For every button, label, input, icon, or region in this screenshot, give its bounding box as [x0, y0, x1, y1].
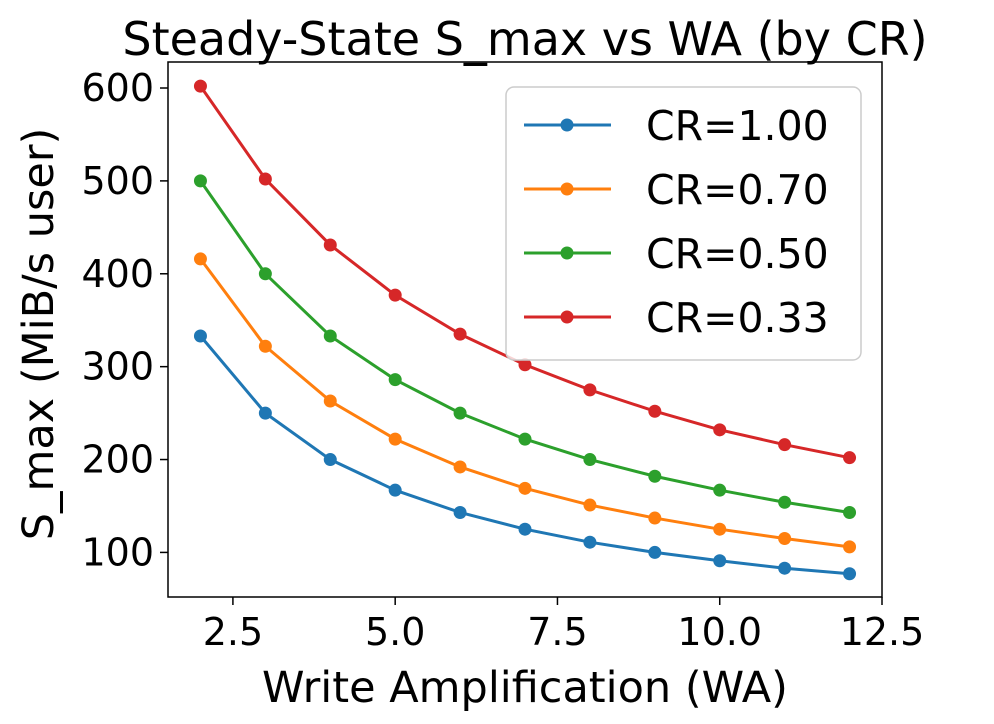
data-point: [713, 483, 727, 497]
data-point: [648, 511, 662, 525]
chart-title: Steady-State S_max vs WA (by CR): [122, 12, 927, 66]
y-tick-label: 200: [81, 438, 154, 482]
x-tick-label: 7.5: [527, 610, 587, 654]
legend-marker: [560, 246, 574, 260]
data-point: [843, 505, 857, 519]
x-axis-label: Write Amplification (WA): [262, 663, 788, 713]
data-point: [518, 358, 532, 372]
legend: CR=1.00 CR=0.70 CR=0.50 CR=0.33: [505, 86, 862, 361]
legend-marker: [560, 310, 574, 324]
legend-label: CR=0.33: [646, 294, 829, 342]
data-point: [518, 432, 532, 446]
data-point: [453, 505, 467, 519]
data-point: [193, 329, 207, 343]
legend-marker: [560, 118, 574, 132]
data-point: [583, 383, 597, 397]
data-point: [583, 498, 597, 512]
data-point: [518, 522, 532, 536]
plot-frame: [167, 61, 883, 598]
data-point: [323, 238, 337, 252]
data-point: [193, 252, 207, 266]
data-point: [323, 329, 337, 343]
data-point: [648, 545, 662, 559]
legend-marker: [560, 182, 574, 196]
data-point: [258, 339, 272, 353]
data-point: [323, 394, 337, 408]
data-point: [453, 327, 467, 341]
legend-label: CR=0.70: [646, 166, 829, 214]
data-point: [843, 540, 857, 554]
data-point: [713, 423, 727, 437]
data-point: [193, 79, 207, 93]
data-point: [193, 174, 207, 188]
data-point: [453, 406, 467, 420]
y-tick-label: 600: [81, 66, 154, 110]
data-point: [713, 522, 727, 536]
data-point: [453, 460, 467, 474]
data-point: [843, 451, 857, 465]
data-point: [778, 495, 792, 509]
x-tick-label: 2.5: [203, 610, 263, 654]
legend-label: CR=1.00: [646, 102, 829, 150]
data-point: [843, 567, 857, 581]
series-cr-0-70: [193, 252, 857, 554]
data-point: [583, 453, 597, 467]
data-point: [518, 481, 532, 495]
data-point: [388, 483, 402, 497]
series-cr-0-50: [193, 174, 857, 519]
series-cr-0-33: [193, 79, 857, 465]
x-tick-label: 10.0: [677, 610, 762, 654]
series-cr-1-00: [193, 329, 857, 581]
axes: 2.5 5.0 7.5 10.0 12.5 100 200 300 400 500 600: [81, 66, 924, 654]
legend-box: [505, 86, 862, 361]
data-point: [258, 406, 272, 420]
y-tick-label: 100: [81, 530, 154, 574]
legend-label: CR=0.50: [646, 230, 829, 278]
data-point: [258, 267, 272, 281]
data-point: [648, 469, 662, 483]
y-tick-label: 300: [81, 345, 154, 389]
data-point: [648, 404, 662, 418]
y-axis-label: S_max (MiB/s user): [14, 128, 64, 541]
x-tick-label: 12.5: [840, 610, 925, 654]
data-point: [323, 453, 337, 467]
data-point: [388, 373, 402, 387]
x-tick-label: 5.0: [365, 610, 425, 654]
data-point: [778, 561, 792, 575]
plot-area: [193, 79, 857, 581]
data-point: [778, 531, 792, 545]
y-tick-label: 400: [81, 252, 154, 296]
data-point: [388, 288, 402, 302]
data-point: [713, 554, 727, 568]
data-point: [388, 432, 402, 446]
data-point: [583, 535, 597, 549]
data-point: [778, 438, 792, 452]
y-tick-label: 500: [81, 159, 154, 203]
data-point: [258, 172, 272, 186]
